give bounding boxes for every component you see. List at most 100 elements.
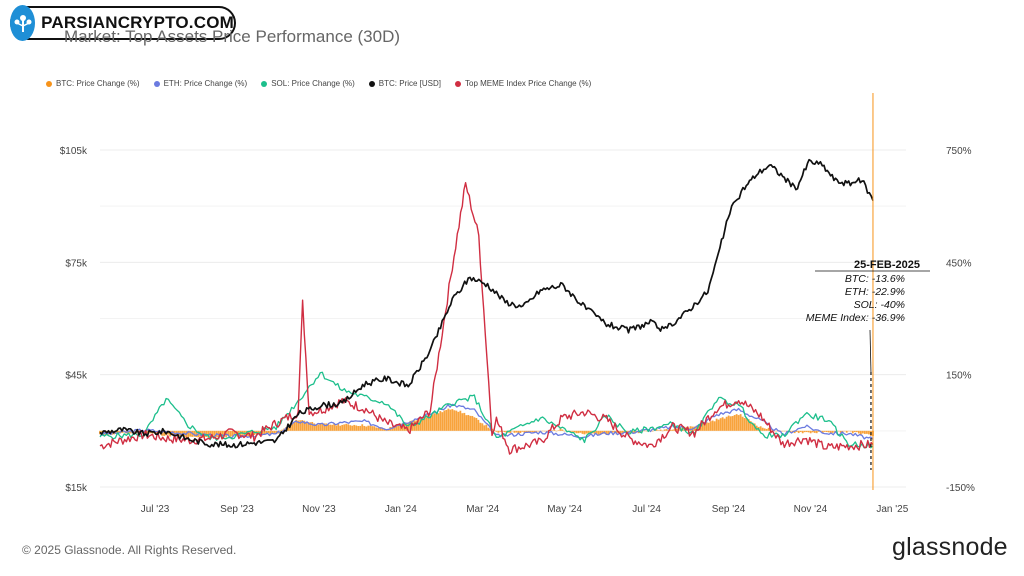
legend-item[interactable]: BTC: Price [USD] [368, 79, 441, 88]
btc-pct-bar [275, 430, 278, 434]
btc-pct-bar [843, 430, 846, 432]
btc-pct-bar [213, 430, 216, 436]
btc-pct-bar [437, 413, 440, 431]
btc-pct-bar [621, 430, 624, 435]
btc-pct-bar [797, 430, 800, 434]
btc-pct-bar [373, 426, 376, 431]
btc-pct-bar [307, 422, 310, 431]
x-tick-label: Sep '24 [712, 504, 746, 515]
btc-pct-bar [295, 419, 298, 431]
btc-pct-bar [477, 419, 480, 431]
legend-item[interactable]: SOL: Price Change (%) [261, 79, 355, 88]
btc-pct-bar [851, 430, 854, 434]
btc-pct-bar [541, 430, 544, 432]
btc-pct-bar [795, 430, 798, 432]
btc-pct-bar [587, 430, 590, 435]
btc-pct-bar [115, 430, 117, 434]
btc-pct-bar [595, 430, 598, 434]
btc-pct-bar [717, 419, 720, 431]
legend-item[interactable]: Top MEME Index Price Change (%) [455, 79, 591, 88]
btc-pct-bar [491, 428, 494, 431]
btc-pct-bar [315, 424, 318, 431]
btc-pct-bar [193, 430, 195, 437]
btc-pct-bar [143, 430, 145, 434]
btc-pct-bar [279, 430, 282, 431]
btc-pct-bar [633, 430, 636, 434]
btc-pct-bar [721, 417, 724, 431]
btc-pct-bar [499, 430, 502, 432]
legend-label: BTC: Price Change (%) [56, 79, 140, 88]
x-tick-label: Jul '24 [632, 504, 661, 515]
y-left-tick-label: $105k [60, 146, 88, 157]
sol-pct-line [99, 371, 874, 449]
btc-pct-bar [707, 422, 710, 431]
btc-pct-bar [605, 430, 608, 435]
btc-pct-bar [861, 430, 864, 434]
btc-pct-bar [409, 420, 412, 431]
meme-pct-line [99, 182, 874, 455]
btc-pct-bar [497, 430, 500, 433]
watermark-text: PARSIANCRYPTO.COM [41, 13, 234, 32]
btc-pct-bar [773, 430, 776, 432]
btc-pct-bar [823, 430, 826, 432]
btc-pct-bar [453, 410, 456, 431]
btc-pct-bar [813, 430, 816, 433]
y-right-tick-label: 150% [946, 371, 972, 382]
legend-item[interactable]: ETH: Price Change (%) [153, 79, 247, 88]
btc-pct-bar [801, 430, 804, 434]
btc-pct-bar [561, 429, 564, 431]
btc-pct-bar [579, 430, 582, 433]
btc-pct-bar [663, 429, 666, 431]
legend-swatch [153, 80, 160, 87]
btc-pct-bar [775, 430, 778, 432]
x-tick-label: Nov '23 [302, 504, 336, 515]
btc-pct-bar [379, 427, 382, 431]
btc-pct-bar [553, 429, 556, 431]
btc-pct-bar [469, 415, 472, 431]
btc-pct-bar [767, 427, 770, 431]
btc-pct-bar [817, 430, 820, 432]
btc-pct-bar [713, 421, 716, 431]
btc-pct-bar [557, 430, 560, 431]
btc-pct-bar [327, 424, 330, 431]
btc-pct-bar [521, 430, 524, 432]
btc-pct-bar [673, 428, 676, 431]
btc-pct-bar [661, 430, 664, 432]
btc-pct-bar [523, 430, 526, 433]
btc-pct-bar [709, 421, 712, 431]
btc-pct-bar [333, 423, 336, 431]
btc-pct-bar [187, 430, 189, 439]
btc-pct-bar [297, 420, 300, 431]
btc-pct-bar [393, 427, 396, 431]
btc-pct-bar [427, 415, 430, 431]
btc-pct-bar [735, 414, 738, 431]
btc-pct-bar [751, 422, 754, 431]
btc-pct-bar [601, 430, 604, 434]
y-left-tick-label: $15k [65, 483, 88, 494]
btc-pct-bar [533, 430, 536, 433]
btc-pct-bar [513, 430, 516, 433]
btc-pct-bar [189, 430, 191, 437]
btc-pct-bar [127, 430, 129, 434]
btc-pct-bar [447, 408, 450, 431]
btc-pct-bar [599, 430, 602, 435]
btc-pct-bar [121, 430, 123, 433]
legend-item[interactable]: BTC: Price Change (%) [46, 79, 140, 88]
x-tick-label: May '24 [547, 504, 582, 515]
y-left-tick-label: $75k [65, 258, 88, 269]
btc-pct-bar [335, 425, 338, 431]
btc-pct-bar [551, 430, 554, 431]
btc-pct-bar [455, 410, 458, 431]
btc-pct-bar [675, 428, 678, 431]
btc-pct-bar [269, 430, 272, 436]
btc-pct-bar [271, 430, 274, 434]
btc-pct-bar [669, 429, 672, 431]
btc-pct-bar [809, 430, 812, 434]
btc-pct-bar [339, 425, 342, 431]
btc-pct-bar [211, 430, 214, 437]
btc-pct-bar [535, 430, 538, 432]
y-right-tick-label: 450% [946, 258, 972, 269]
btc-pct-bar [233, 430, 236, 436]
btc-pct-bar [503, 430, 506, 433]
btc-pct-bar [555, 430, 558, 432]
